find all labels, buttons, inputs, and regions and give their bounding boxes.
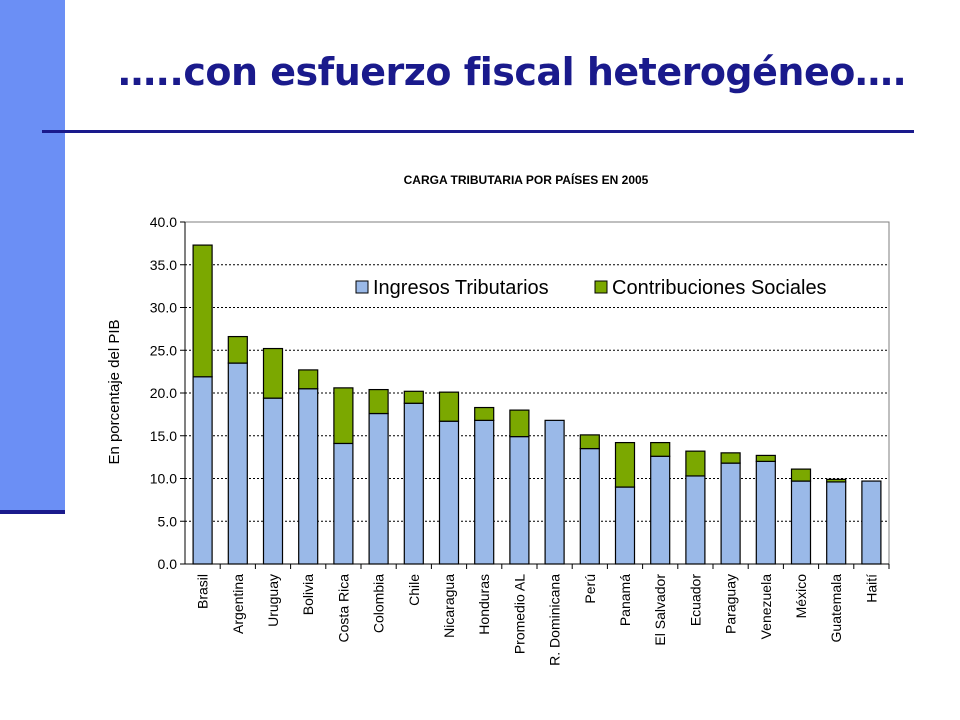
bar-ingresos xyxy=(720,462,741,565)
category-label: Haití xyxy=(863,574,879,603)
legend-label-contribuciones: Contribuciones Sociales xyxy=(612,277,827,299)
bar-contribuciones xyxy=(474,406,495,421)
category-labels: Brasil Argentina Uruguay Bolivia Costa Rica C… xyxy=(195,564,890,666)
side-accent-bar xyxy=(0,0,65,512)
bar-ingresos xyxy=(579,447,600,565)
category-label: México xyxy=(793,574,809,619)
y-tick-label: 5.0 xyxy=(158,513,178,529)
category-label: Honduras xyxy=(476,574,492,635)
category-label: Uruguay xyxy=(265,574,281,627)
y-tick-label: 35.0 xyxy=(150,257,177,273)
bar-ingresos xyxy=(826,481,847,565)
category-label: Guatemala xyxy=(828,574,844,643)
category-label: Colombia xyxy=(371,574,387,633)
bar-ingresos xyxy=(262,397,284,565)
bar-ingresos xyxy=(368,412,389,565)
y-tick-label: 20.0 xyxy=(150,385,177,401)
y-tick-label: 0.0 xyxy=(158,556,178,572)
bar-ingresos xyxy=(192,376,213,565)
category-label: Costa Rica xyxy=(335,574,351,643)
bar-contribuciones xyxy=(227,335,248,364)
chart-title: CARGA TRIBUTARIA POR PAÍSES EN 2005 xyxy=(404,172,649,187)
side-accent-underline xyxy=(0,510,65,514)
y-tick-label: 30.0 xyxy=(150,300,177,316)
bar-contribuciones xyxy=(720,452,741,464)
bar-contribuciones xyxy=(685,450,706,477)
bar-contribuciones xyxy=(192,244,213,378)
bar-ingresos xyxy=(544,419,565,565)
bar-contribuciones xyxy=(790,468,812,482)
category-label: El Salvador xyxy=(652,574,668,646)
category-label: Brasil xyxy=(195,574,211,609)
bar-contribuciones xyxy=(403,390,424,404)
category-label: Ecuador xyxy=(687,574,703,626)
bar-contribuciones xyxy=(826,478,847,483)
slide-title: …..con esfuerzo fiscal heterogéneo…. xyxy=(118,50,907,94)
legend-label-ingresos: Ingresos Tributarios xyxy=(373,277,549,299)
category-label: Promedio AL xyxy=(511,574,527,654)
category-label: Chile xyxy=(406,574,422,606)
bar-contribuciones xyxy=(614,441,636,488)
bar-ingresos xyxy=(614,486,636,565)
bar-ingresos xyxy=(438,420,460,565)
bar-contribuciones xyxy=(298,369,319,390)
category-label: Bolivia xyxy=(300,574,316,615)
legend-swatch-ingresos xyxy=(355,280,369,294)
bar-ingresos xyxy=(333,442,354,565)
category-label: R. Dominicana xyxy=(547,574,563,666)
bar-contribuciones xyxy=(438,391,460,422)
bar-contribuciones xyxy=(755,454,776,463)
bar-ingresos xyxy=(861,480,882,565)
y-tick-label: 40.0 xyxy=(150,214,177,230)
bar-ingresos xyxy=(298,388,319,565)
category-label: Perú xyxy=(582,574,598,604)
bars xyxy=(192,244,882,565)
bar-ingresos xyxy=(474,419,495,565)
category-label: Nicaragua xyxy=(441,574,457,638)
bar-ingresos xyxy=(650,455,671,565)
bar-ingresos xyxy=(509,436,530,565)
y-axis-title: En porcentaje del PIB xyxy=(106,319,123,464)
bar-ingresos xyxy=(227,362,248,565)
legend-swatch-contribuciones xyxy=(594,280,608,294)
bar-contribuciones xyxy=(650,441,671,457)
y-tick-label: 15.0 xyxy=(150,428,177,444)
y-tick-labels: 0.0 5.0 10.0 15.0 20.0 25.0 30.0 35.0 40.0 xyxy=(150,214,185,572)
category-label: Panamá xyxy=(617,574,633,626)
bar-contribuciones xyxy=(333,387,354,445)
legend: Ingresos Tributarios Contribuciones Soci… xyxy=(355,277,827,299)
title-divider xyxy=(42,130,914,133)
bar-contribuciones xyxy=(262,347,284,399)
y-tick-label: 25.0 xyxy=(150,342,177,358)
bar-contribuciones xyxy=(368,388,389,415)
bar-ingresos xyxy=(790,480,812,565)
bar-contribuciones xyxy=(509,409,530,438)
category-label: Venezuela xyxy=(758,574,774,640)
bar-ingresos xyxy=(755,460,776,565)
bar-ingresos xyxy=(403,402,424,565)
bar-contribuciones xyxy=(579,434,600,450)
bar-ingresos xyxy=(685,475,706,565)
category-label: Argentina xyxy=(230,574,246,634)
y-tick-label: 10.0 xyxy=(150,471,177,487)
category-label: Paraguay xyxy=(723,574,739,634)
